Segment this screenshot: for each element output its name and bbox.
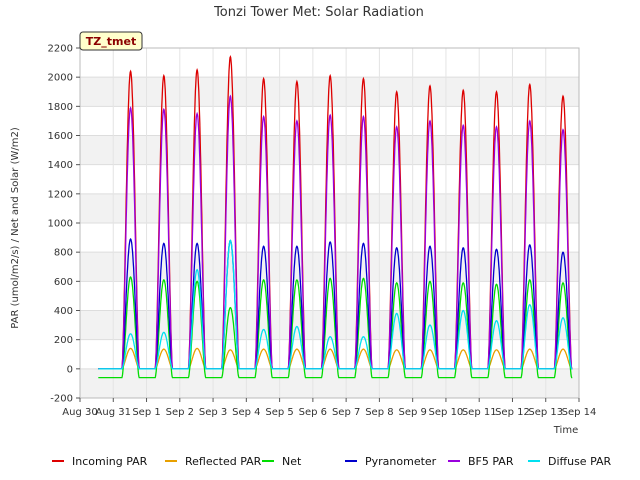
series-line — [98, 276, 573, 379]
y-tick-label: 400 — [54, 306, 73, 317]
plot-bands — [80, 77, 579, 398]
y-axis-title: PAR (umol/m2/s) / Net and Solar (W/m2) — [10, 127, 21, 329]
x-axis-title: Time — [553, 425, 578, 436]
site-badge: TZ_tmet — [79, 31, 143, 51]
x-tick-label: Sep 11 — [462, 407, 497, 418]
chart-title: Tonzi Tower Met: Solar Radiation — [213, 5, 424, 20]
y-tick-label: 1400 — [48, 160, 73, 171]
x-tick-label: Sep 2 — [166, 407, 194, 418]
x-tick-label: Sep 7 — [332, 407, 360, 418]
y-tick-label: 2200 — [48, 44, 73, 55]
y-tick-label: 2000 — [48, 73, 73, 84]
x-tick-label: Sep 10 — [429, 407, 464, 418]
plot-band — [80, 193, 579, 223]
plot-band — [80, 135, 579, 165]
y-tick-label: 600 — [54, 277, 73, 288]
x-tick-label: Sep 8 — [365, 407, 393, 418]
y-tick-label: 800 — [54, 248, 73, 259]
y-tick-label: 0 — [67, 364, 73, 375]
series-line — [98, 239, 573, 370]
x-tick-label: Sep 1 — [132, 407, 160, 418]
y-tick-label: -200 — [50, 394, 73, 405]
legend-label: Diffuse PAR — [548, 455, 612, 468]
y-tick-label: 1800 — [48, 102, 73, 113]
legend: Incoming PAR Reflected PAR Net Pyranometer B… — [52, 455, 612, 468]
x-tick-label: Sep 14 — [562, 407, 597, 418]
x-tick-label: Sep 3 — [199, 407, 227, 418]
x-tick-label: Aug 31 — [96, 407, 131, 418]
x-tick-label: Aug 30 — [62, 407, 97, 418]
legend-label: Net — [282, 455, 302, 468]
plot-band — [80, 310, 579, 340]
x-tick-label: Sep 9 — [398, 407, 426, 418]
series-lines — [98, 55, 573, 379]
y-tick-label: 1200 — [48, 189, 73, 200]
site-badge-box — [79, 31, 143, 51]
legend-label: Reflected PAR — [185, 455, 262, 468]
x-tick-label: Sep 4 — [232, 407, 260, 418]
legend-label: Pyranometer — [365, 455, 437, 468]
y-tick-label: 1600 — [48, 131, 73, 142]
legend-label: BF5 PAR — [468, 455, 514, 468]
x-tick-label: Sep 13 — [528, 407, 563, 418]
x-tick-label: Sep 6 — [299, 407, 327, 418]
legend-label: Incoming PAR — [72, 455, 148, 468]
site-badge-label: TZ_tmet — [86, 35, 136, 48]
y-axis: -200 0 200 400 600 800 1000 1200 1400 1600 1800 200… — [48, 44, 80, 405]
x-tick-label: Sep 12 — [495, 407, 530, 418]
y-tick-label: 1000 — [48, 219, 73, 230]
plot-band — [80, 368, 579, 398]
y-tick-label: 200 — [54, 335, 73, 346]
x-tick-label: Sep 5 — [265, 407, 293, 418]
plot-band — [80, 252, 579, 282]
